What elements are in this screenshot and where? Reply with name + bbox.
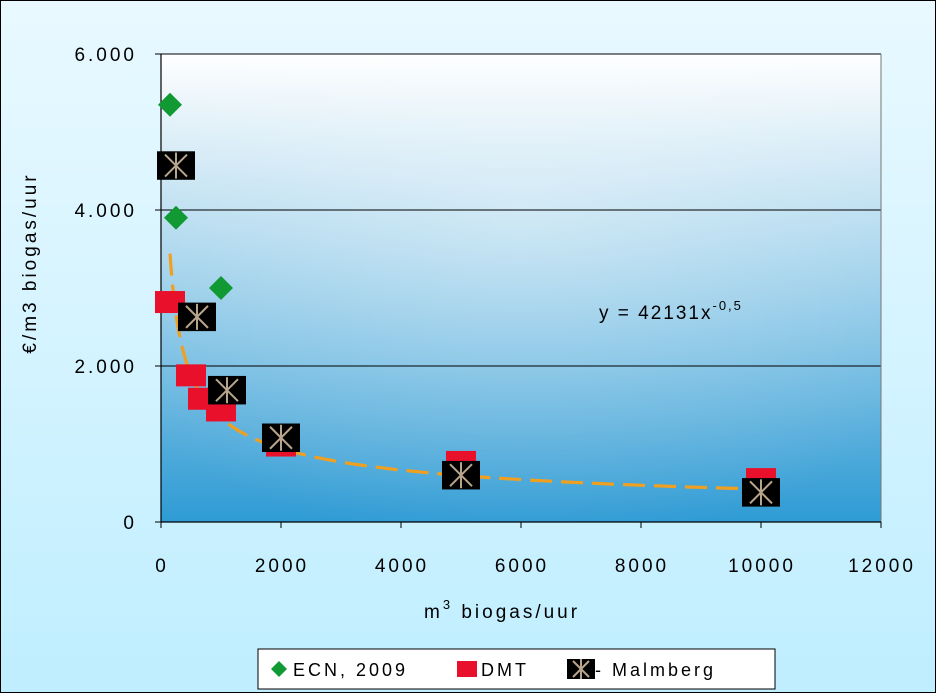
x-tick-label-0: 0 xyxy=(155,556,169,577)
series-0-point-0 xyxy=(158,92,182,117)
series-1-point-0 xyxy=(155,291,185,314)
y-tick-label-0: 0 xyxy=(123,513,137,534)
series-2-point-3 xyxy=(262,423,300,453)
series-2-point-5 xyxy=(742,478,780,507)
series-1-point-3 xyxy=(206,399,236,422)
y-tick-label-1: 2.000 xyxy=(74,357,137,378)
x-tick-label-6: 12000 xyxy=(848,556,916,577)
legend-label-2: - Malmberg xyxy=(595,660,716,680)
trendline-equation: y = 42131x-0,5 xyxy=(599,298,743,324)
x-axis-title-base: m xyxy=(424,602,443,623)
legend: ECN, 2009 DMT - Malmberg xyxy=(257,648,776,690)
x-axis-title-rest: biogas/uur xyxy=(453,602,580,623)
series-2-point-1 xyxy=(178,302,216,332)
trendline-equation-main: y = 42131x xyxy=(599,303,713,324)
x-axis-title: m3 biogas/uur xyxy=(424,597,580,623)
gridlines xyxy=(161,53,882,522)
series-0-point-1 xyxy=(164,205,188,230)
y-axis-title: €/m3 biogas/uur xyxy=(20,172,41,353)
y-tick-label-3: 6.000 xyxy=(74,45,137,66)
data-markers xyxy=(155,92,780,507)
legend-box xyxy=(257,648,776,690)
x-axis-title-superscript: 3 xyxy=(443,597,453,612)
tick-labels: 0 2000 4000 6000 8000 10000 12000 0 2.000 4.000 6.… xyxy=(74,45,916,577)
series-0-point-2 xyxy=(209,276,233,300)
series-1-point-1 xyxy=(176,364,206,387)
legend-items: ECN, 2009 DMT - Malmberg xyxy=(271,659,716,680)
x-tick-label-4: 8000 xyxy=(615,556,669,577)
axes xyxy=(155,53,882,528)
legend-symbol-0 xyxy=(271,661,287,677)
x-tick-label-2: 4000 xyxy=(375,556,429,577)
x-tick-label-5: 10000 xyxy=(728,556,796,577)
series-2-point-2 xyxy=(208,375,246,405)
legend-symbol-2 xyxy=(567,659,595,679)
legend-label-1: DMT xyxy=(481,660,529,680)
y-tick-label-2: 4.000 xyxy=(74,201,137,222)
series-2-point-0 xyxy=(157,151,195,180)
legend-label-0: ECN, 2009 xyxy=(293,660,408,680)
legend-symbol-1 xyxy=(457,661,477,677)
series-2-point-4 xyxy=(442,460,480,490)
x-tick-label-1: 2000 xyxy=(255,556,309,577)
x-tick-label-3: 6000 xyxy=(495,556,549,577)
trendline-equation-exponent: -0,5 xyxy=(713,298,743,313)
